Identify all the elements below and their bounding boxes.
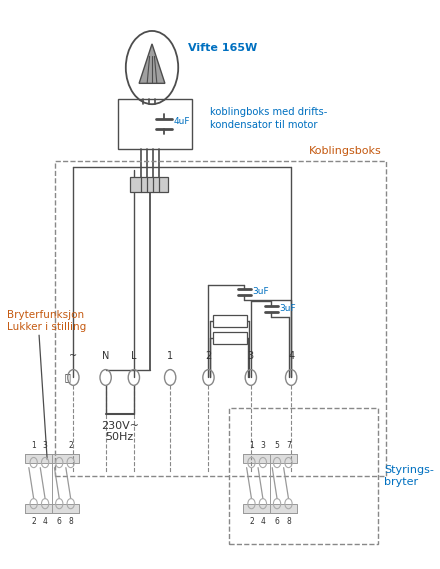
Text: ⏚: ⏚ xyxy=(64,373,70,382)
Text: koblingboks med drifts-
kondensator til motor: koblingboks med drifts- kondensator til … xyxy=(210,106,328,130)
Bar xyxy=(213,332,247,344)
Bar xyxy=(213,315,247,327)
Text: 3: 3 xyxy=(248,351,254,361)
Text: Styrings-
bryter: Styrings- bryter xyxy=(384,465,434,487)
Text: 3: 3 xyxy=(260,440,265,450)
Text: N: N xyxy=(102,351,109,361)
Text: 5: 5 xyxy=(275,440,279,450)
Text: 2: 2 xyxy=(31,517,36,526)
Text: 6: 6 xyxy=(275,517,279,526)
Text: 8: 8 xyxy=(286,517,291,526)
Text: 4: 4 xyxy=(288,351,294,361)
Bar xyxy=(243,453,297,463)
Text: 1: 1 xyxy=(167,351,173,361)
Bar xyxy=(55,160,386,476)
Text: L: L xyxy=(131,351,136,361)
Text: 230V~
50Hz: 230V~ 50Hz xyxy=(101,421,139,443)
Bar xyxy=(130,178,168,192)
Bar xyxy=(25,504,79,513)
Text: 3: 3 xyxy=(43,440,48,450)
Text: 7: 7 xyxy=(286,440,291,450)
Text: 1: 1 xyxy=(249,440,254,450)
Text: 1: 1 xyxy=(31,440,36,450)
Text: Vifte 165W: Vifte 165W xyxy=(188,43,257,53)
Bar xyxy=(229,409,378,544)
Text: 2: 2 xyxy=(68,440,73,450)
Text: 3uF: 3uF xyxy=(279,304,296,313)
Text: 220K: 220K xyxy=(219,333,240,342)
Text: 4uF: 4uF xyxy=(174,117,190,126)
Text: 2: 2 xyxy=(205,351,212,361)
Bar xyxy=(243,504,297,513)
Polygon shape xyxy=(139,44,165,83)
Bar xyxy=(118,98,192,149)
Text: ~: ~ xyxy=(69,351,77,361)
Text: 220K: 220K xyxy=(219,316,240,325)
Text: 4: 4 xyxy=(43,517,48,526)
Bar xyxy=(25,453,79,463)
Text: Bryterfunksjon
Lukker i stilling: Bryterfunksjon Lukker i stilling xyxy=(7,310,86,332)
Text: 3uF: 3uF xyxy=(252,287,268,296)
Text: 6: 6 xyxy=(57,517,62,526)
Text: 8: 8 xyxy=(68,517,73,526)
Text: 4: 4 xyxy=(260,517,265,526)
Text: 2: 2 xyxy=(249,517,254,526)
Text: Koblingsboks: Koblingsboks xyxy=(309,146,382,156)
